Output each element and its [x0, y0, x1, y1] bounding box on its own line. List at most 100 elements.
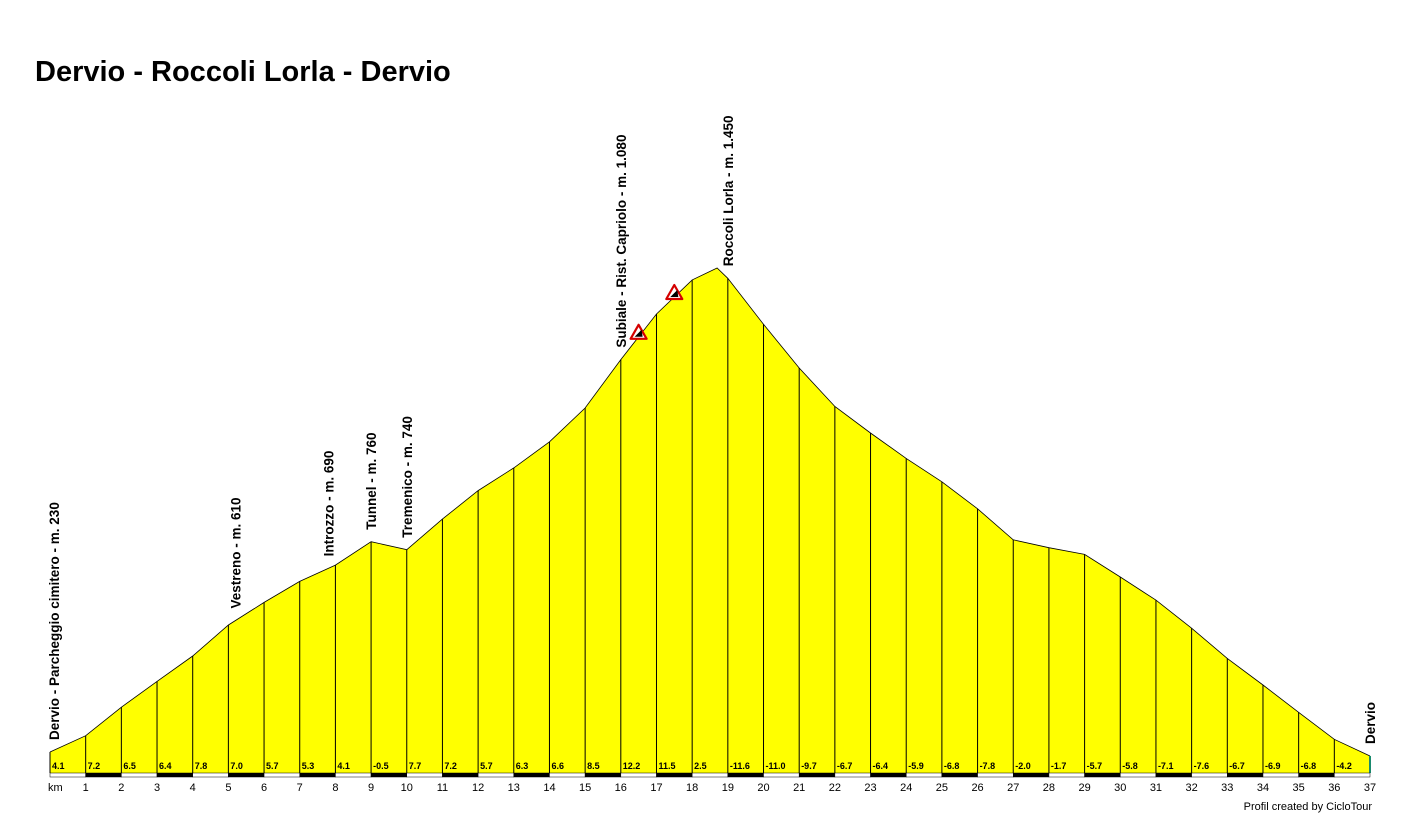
scale-segment [834, 772, 871, 778]
scale-segment [1334, 772, 1371, 778]
gradient-label: 6.4 [159, 761, 172, 771]
profile-area-group [49, 267, 1371, 773]
gradient-label: -11.6 [730, 761, 750, 771]
scale-segment [513, 772, 550, 778]
x-tick-label: 8 [332, 782, 338, 794]
place-label: Vestreno - m. 610 [229, 497, 244, 608]
scale-segment [406, 772, 443, 778]
x-tick-label: 37 [1364, 782, 1376, 794]
x-axis: km 1 2 3 4 5 6 7 8 9 10 11 12 13 14 15 16 17 18 19 20 21 22 23… [48, 782, 1376, 794]
gradient-label: 6.5 [123, 761, 136, 771]
gradient-label: -1.7 [1051, 761, 1067, 771]
x-tick-label: 19 [722, 782, 734, 794]
gradient-label: 7.2 [444, 761, 457, 771]
gradient-label: -5.9 [908, 761, 924, 771]
x-tick-label: 6 [261, 782, 267, 794]
x-tick-label: 17 [650, 782, 662, 794]
x-tick-label: 33 [1221, 782, 1233, 794]
x-tick-label: 5 [225, 782, 231, 794]
gradient-label: 6.3 [516, 761, 529, 771]
gradient-label: -11.0 [766, 761, 786, 771]
gradient-label: -6.7 [837, 761, 853, 771]
scale-segment [477, 772, 515, 778]
gradient-label: 5.7 [480, 761, 493, 771]
place-label: Dervio - Parcheggio cimitero - m. 230 [47, 502, 62, 740]
gradient-label: 7.2 [88, 761, 101, 771]
x-tick-label: 29 [1078, 782, 1090, 794]
x-tick-label: 28 [1043, 782, 1055, 794]
steep-gradient-warning-icon [629, 323, 648, 340]
scale-segment [1262, 772, 1299, 778]
scale-segment [656, 772, 693, 778]
gradient-label: 5.3 [302, 761, 315, 771]
scale-segment [1191, 772, 1228, 778]
warning-markers [629, 283, 684, 340]
gradient-label: -2.0 [1015, 761, 1031, 771]
x-tick-label: 18 [686, 782, 698, 794]
x-tick-label: 32 [1185, 782, 1197, 794]
gradient-label: -6.9 [1265, 761, 1281, 771]
steep-gradient-warning-icon [665, 283, 684, 301]
x-tick-label: 35 [1293, 782, 1305, 794]
place-label: Introzzo - m. 690 [321, 451, 336, 557]
scale-segment [442, 772, 479, 778]
scale-segment [763, 772, 800, 778]
credit-text: Profil created by CicloTour [1244, 801, 1373, 813]
scale-segment [977, 772, 1014, 778]
gradient-label: 2.5 [694, 761, 707, 771]
chart-title: Dervio - Roccoli Lorla - Dervio [35, 56, 451, 88]
x-tick-label: 2 [118, 782, 124, 794]
gradient-label: 7.8 [195, 761, 208, 771]
x-tick-label: 9 [368, 782, 374, 794]
gradient-label: 7.7 [409, 761, 422, 771]
x-tick-label: 23 [864, 782, 876, 794]
scale-segment [1084, 772, 1121, 778]
place-label: Subiale - Rist. Capriolo - m. 1.080 [614, 135, 629, 348]
gradient-label: -7.1 [1158, 761, 1174, 771]
x-tick-label: 12 [472, 782, 484, 794]
x-tick-label: 24 [900, 782, 912, 794]
gradient-label: -5.7 [1087, 761, 1103, 771]
gradient-label: -4.2 [1336, 761, 1352, 771]
x-tick-label: 26 [971, 782, 983, 794]
place-label: Dervio [1363, 702, 1378, 744]
x-tick-label: 1 [83, 782, 89, 794]
scale-segment [228, 772, 265, 778]
scale-segment [121, 772, 158, 778]
gradient-label: -9.7 [801, 761, 817, 771]
gradient-label: 7.0 [230, 761, 243, 771]
x-axis-unit-label: km [48, 782, 63, 794]
x-tick-label: 10 [401, 782, 413, 794]
gradient-label: 4.1 [337, 761, 350, 771]
gradient-label: -0.5 [373, 761, 389, 771]
x-tick-label: 20 [757, 782, 769, 794]
gradient-label: 8.5 [587, 761, 600, 771]
gradient-label: -7.6 [1194, 761, 1210, 771]
place-label: Roccoli Lorla - m. 1.450 [721, 115, 736, 266]
gradient-label: 6.6 [551, 761, 564, 771]
gradient-label: -6.8 [1301, 761, 1317, 771]
x-tick-label: 31 [1150, 782, 1162, 794]
scale-segment [941, 772, 978, 778]
scale-segment [905, 772, 943, 778]
gradient-label: -6.7 [1229, 761, 1245, 771]
x-tick-label: 4 [190, 782, 196, 794]
x-tick-label: 13 [508, 782, 520, 794]
x-tick-label: 7 [297, 782, 303, 794]
scale-segment [727, 772, 764, 778]
gradient-label: -6.4 [873, 761, 889, 771]
scale-segment [1120, 772, 1157, 778]
scale-segment [549, 772, 586, 778]
gradient-label: -7.8 [980, 761, 996, 771]
scale-segment [1155, 772, 1192, 778]
elevation-area [50, 268, 1370, 773]
scale-segment [584, 772, 622, 778]
gradient-label: 11.5 [658, 761, 675, 771]
scale-segment [1298, 772, 1335, 778]
scale-segment [1227, 772, 1264, 778]
scale-segment [691, 772, 729, 778]
gradient-label: 12.2 [623, 761, 641, 771]
scale-segment [335, 772, 372, 778]
gradient-strip: 4.1 7.2 6.5 6.4 7.8 7.0 5.7 5.3 4.1 -0.5 7.7 7.2 5.7… [49, 761, 1371, 778]
